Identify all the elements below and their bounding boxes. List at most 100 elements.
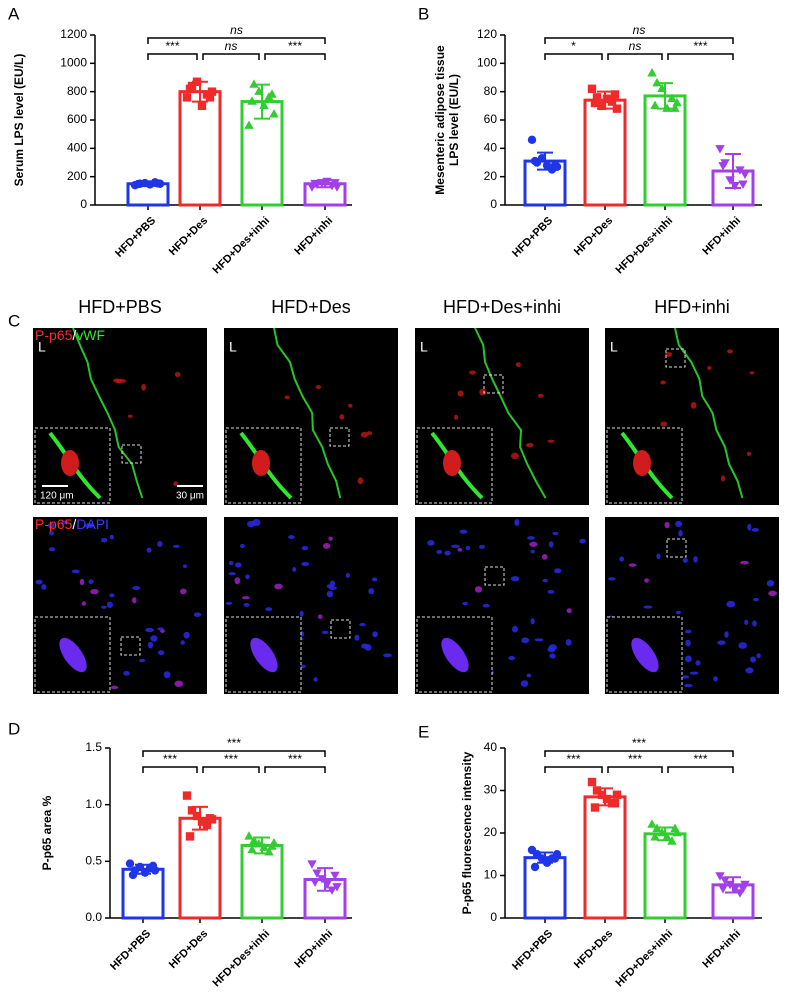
significance-label: *** <box>632 736 646 750</box>
nucleus-signal <box>474 586 483 593</box>
nucleus-signal <box>717 640 726 645</box>
nucleus-signal <box>693 556 698 563</box>
micrograph: L <box>605 327 779 505</box>
nucleus-signal <box>515 362 521 368</box>
y-tick-label: 0 <box>490 910 497 924</box>
nucleus-signal <box>482 603 490 608</box>
data-point <box>247 96 257 105</box>
nucleus-signal <box>228 572 236 576</box>
data-point <box>667 93 677 102</box>
y-tick-label: 1200 <box>60 27 87 41</box>
zoom-box <box>665 348 686 368</box>
nucleus-signal <box>553 568 562 574</box>
nucleus-signal <box>141 383 146 391</box>
nucleus-signal <box>366 431 373 436</box>
vessel-signal <box>273 327 342 499</box>
nucleus-signal <box>317 614 323 619</box>
data-point <box>317 875 327 884</box>
data-point <box>310 179 320 189</box>
lumen-label: L <box>229 339 237 355</box>
y-tick-label: 800 <box>67 84 87 98</box>
scale-bar-label: 30 μm <box>176 491 204 502</box>
nucleus-signal <box>457 547 463 552</box>
nucleus-signal <box>180 588 187 595</box>
nucleus-signal <box>678 529 683 537</box>
lumen-label: L <box>610 339 618 355</box>
y-tick-label: 1.0 <box>85 797 102 811</box>
y-tick-label: 0.5 <box>85 854 102 868</box>
inset-nucleus <box>252 450 270 476</box>
data-point <box>652 823 662 832</box>
nucleus-signal <box>689 671 699 675</box>
panel-label: D <box>8 719 20 738</box>
x-tick-label: HFD+PBS <box>108 928 153 973</box>
data-point <box>182 93 192 102</box>
significance-bracket <box>544 750 734 757</box>
nucleus-signal <box>747 523 752 531</box>
data-point <box>670 103 680 112</box>
nucleus-signal <box>243 602 250 607</box>
data-point <box>602 94 612 103</box>
nucleus-signal <box>41 584 47 590</box>
data-point <box>312 869 322 878</box>
data-point <box>330 871 340 881</box>
data-point <box>550 854 560 863</box>
data-point <box>202 820 212 830</box>
data-point <box>269 109 279 118</box>
y-tick-label: 30 <box>484 783 498 797</box>
vessel-signal <box>72 327 144 499</box>
data-point <box>612 104 622 113</box>
nucleus-signal <box>88 579 94 584</box>
y-axis-title: Mesenteric adipose tissue <box>433 45 447 195</box>
nucleus-signal <box>740 560 749 565</box>
nucleus-signal <box>79 578 85 586</box>
nucleus-signal <box>360 431 369 438</box>
inset-nucleus <box>443 450 461 476</box>
nucleus-signal <box>547 646 556 653</box>
data-point <box>267 841 277 850</box>
data-point <box>657 83 667 93</box>
data-point <box>197 817 207 826</box>
y-tick-label: 20 <box>484 169 498 183</box>
y-axis-title: Serum LPS level (EU/L) <box>12 54 26 187</box>
data-point <box>307 860 317 869</box>
data-point <box>135 862 145 872</box>
data-point <box>650 100 660 110</box>
significance-bracket <box>667 53 734 60</box>
data-point <box>322 880 332 890</box>
nucleus-signal <box>234 577 241 585</box>
nucleus-signal <box>547 590 555 594</box>
y-tick-label: 1.5 <box>85 740 102 754</box>
data-point <box>254 839 264 848</box>
nucleus-signal <box>707 366 712 370</box>
data-point <box>592 93 602 102</box>
inset-nucleus <box>250 637 278 673</box>
nucleus-signal <box>510 452 519 460</box>
nucleus-signal <box>173 544 180 548</box>
channel-label: P-p65/DAPI <box>35 516 109 532</box>
nucleus-signal <box>628 563 637 567</box>
data-point <box>597 101 607 111</box>
column-header: HFD+inhi <box>654 297 730 317</box>
bar <box>583 795 627 920</box>
nucleus-signal <box>534 638 544 642</box>
data-point <box>244 120 254 129</box>
data-point <box>187 806 197 815</box>
nucleus-signal <box>462 601 469 606</box>
nucleus-signal <box>174 371 181 378</box>
significance-label: *** <box>224 752 238 766</box>
nucleus-signal <box>147 641 154 649</box>
nucleus-signal <box>549 653 556 659</box>
nucleus-signal <box>193 612 202 617</box>
nucleus-signal <box>444 550 451 556</box>
channel-name: P-p65 <box>35 516 73 532</box>
nucleus-signal <box>180 640 185 645</box>
bar <box>643 94 687 207</box>
data-point <box>153 179 163 188</box>
data-point <box>207 87 217 96</box>
nucleus-signal <box>510 576 520 582</box>
y-tick-label: 100 <box>477 56 497 70</box>
data-point <box>322 177 332 187</box>
nucleus-signal <box>720 475 726 482</box>
panel-label: E <box>418 722 429 741</box>
